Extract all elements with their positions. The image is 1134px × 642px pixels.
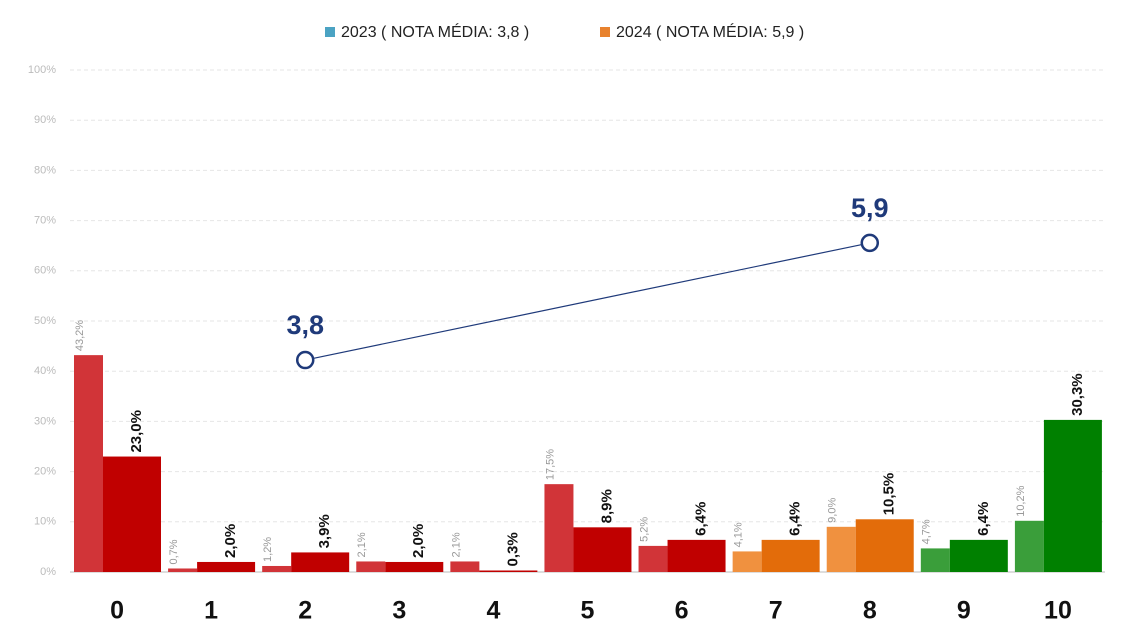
bar [356, 561, 386, 572]
data-label: 1,2% [262, 537, 274, 562]
data-label: 4,7% [921, 519, 933, 544]
data-label: 17,5% [544, 449, 556, 480]
data-label: 2,1% [450, 532, 462, 557]
bar [479, 570, 538, 572]
y-tick-label: 20% [34, 466, 56, 478]
bar [855, 519, 914, 572]
bar [544, 484, 574, 572]
data-label: 6,4% [975, 502, 992, 536]
y-tick-label: 90% [34, 114, 56, 126]
y-tick-label: 60% [34, 265, 56, 277]
data-label: 10,2% [1015, 485, 1027, 516]
bar [197, 561, 256, 572]
average-point [295, 350, 315, 370]
y-tick-label: 70% [34, 215, 56, 227]
y-tick-label: 30% [34, 415, 56, 427]
bar [920, 548, 950, 572]
average-point [860, 233, 880, 253]
x-tick-label: 7 [769, 597, 783, 625]
data-label: 2,1% [356, 532, 368, 557]
data-label: 8,9% [598, 489, 615, 523]
bar [450, 561, 480, 572]
data-label: 2,0% [410, 524, 427, 558]
data-label: 2,0% [222, 524, 239, 558]
average-label: 3,8 [286, 310, 324, 340]
bar [291, 552, 350, 572]
y-tick-label: 10% [34, 516, 56, 528]
average-label: 5,9 [851, 193, 889, 223]
x-tick-label: 9 [957, 597, 971, 625]
data-label: 4,1% [733, 522, 745, 547]
data-label: 30,3% [1069, 373, 1086, 416]
bar [168, 568, 198, 572]
bar [573, 527, 632, 572]
x-tick-label: 4 [486, 597, 500, 625]
bar [949, 539, 1008, 572]
average-line [305, 242, 870, 361]
data-label: 0,3% [504, 532, 521, 566]
bar [1043, 419, 1102, 572]
data-label: 5,2% [638, 517, 650, 542]
x-tick-label: 1 [204, 597, 218, 625]
x-tick-label: 8 [863, 597, 877, 625]
bar [74, 355, 103, 572]
x-tick-label: 3 [392, 597, 406, 625]
bar [638, 545, 668, 572]
y-tick-label: 80% [34, 164, 56, 176]
data-label: 43,2% [74, 320, 86, 351]
bar [262, 565, 292, 572]
x-tick-label: 2 [298, 597, 312, 625]
y-tick-label: 40% [34, 365, 56, 377]
bar [103, 456, 161, 572]
x-tick-label: 5 [581, 597, 595, 625]
data-label: 6,4% [787, 502, 804, 536]
x-tick-label: 0 [110, 597, 124, 625]
bar [667, 539, 726, 572]
y-tick-label: 100% [28, 64, 56, 76]
bar [1014, 520, 1044, 572]
legend-label: 2023 ( NOTA MÉDIA: 3,8 ) [341, 22, 529, 41]
legend-swatch [325, 27, 335, 37]
bar [761, 539, 820, 572]
legend-label: 2024 ( NOTA MÉDIA: 5,9 ) [616, 22, 804, 41]
x-tick-label: 6 [675, 597, 689, 625]
bar [826, 526, 856, 572]
data-label: 23,0% [128, 410, 145, 453]
bar [385, 561, 444, 572]
x-tick-label: 10 [1044, 597, 1072, 625]
data-label: 3,9% [316, 514, 333, 548]
data-label: 0,7% [168, 539, 180, 564]
data-label: 6,4% [693, 502, 710, 536]
data-label: 9,0% [827, 498, 839, 523]
y-tick-label: 50% [34, 315, 56, 327]
legend-swatch [600, 27, 610, 37]
data-label: 10,5% [881, 473, 898, 516]
bar [732, 551, 762, 572]
y-tick-label: 0% [40, 566, 56, 578]
